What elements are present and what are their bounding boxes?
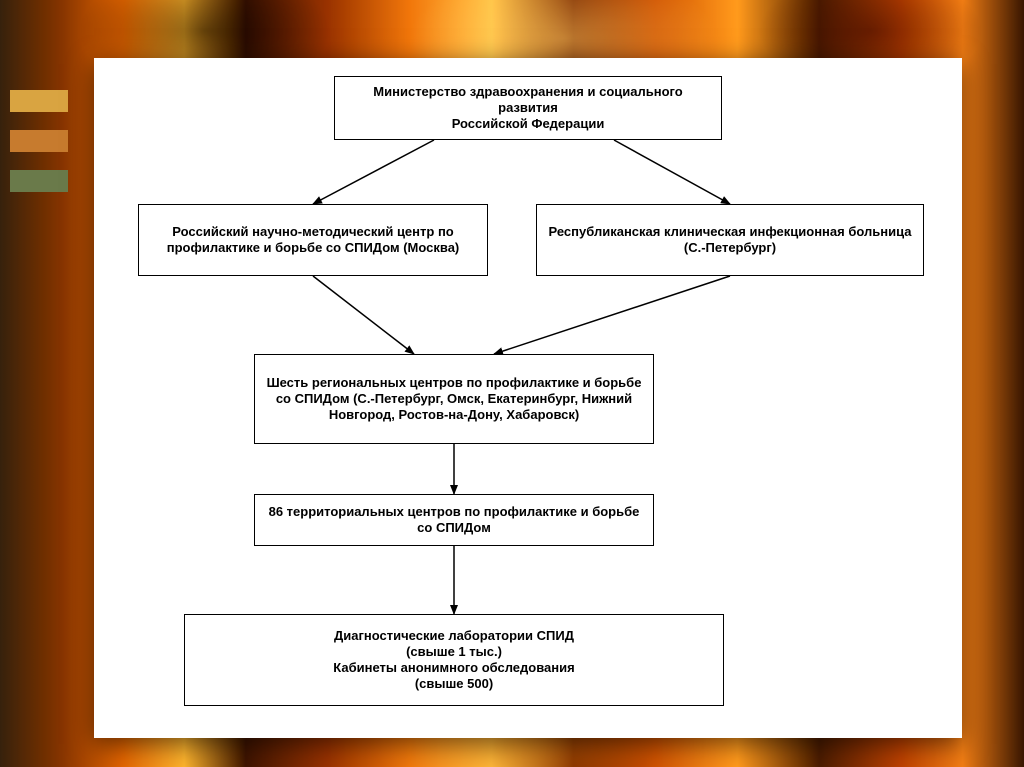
deco-block-1 <box>10 130 68 152</box>
edge-ministry-to-spb_hospital <box>614 140 730 204</box>
node-territorial_centers: 86 территориальных центров по профилакти… <box>254 494 654 546</box>
node-regional_centers: Шесть региональных центров по профилакти… <box>254 354 654 444</box>
node-ministry: Министерство здравоохранения и социально… <box>334 76 722 140</box>
node-labs: Диагностические лаборатории СПИД(свыше 1… <box>184 614 724 706</box>
edge-ministry-to-moscow_center <box>313 140 434 204</box>
node-spb_hospital: Республиканская клиническая инфекционная… <box>536 204 924 276</box>
edge-spb_hospital-to-regional_centers <box>494 276 730 354</box>
edge-moscow_center-to-regional_centers <box>313 276 414 354</box>
deco-block-0 <box>10 90 68 112</box>
flowchart-slide: Министерство здравоохранения и социально… <box>94 58 962 738</box>
deco-block-2 <box>10 170 68 192</box>
node-moscow_center: Российский научно-методический центр по … <box>138 204 488 276</box>
decorative-left-blocks <box>10 90 68 210</box>
